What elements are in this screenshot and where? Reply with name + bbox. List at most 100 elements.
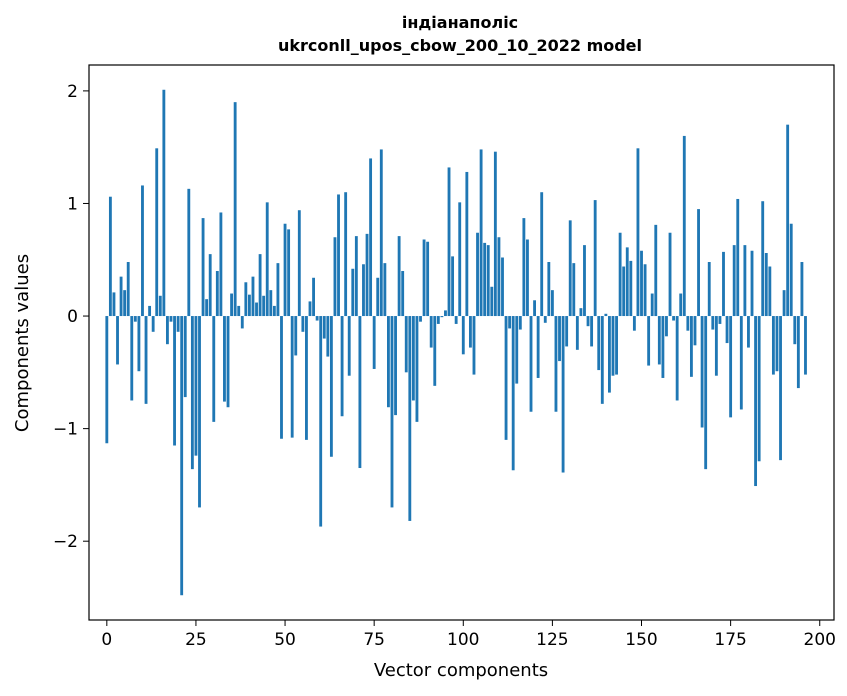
bar-115 — [515, 316, 519, 384]
bar-127 — [558, 316, 561, 362]
bar-31 — [215, 271, 219, 317]
bar-0 — [105, 316, 109, 444]
bar-147 — [629, 260, 633, 317]
bar-173 — [722, 251, 725, 317]
bar-8 — [133, 316, 137, 322]
bar-59 — [315, 316, 319, 321]
bar-97 — [451, 256, 455, 317]
bar-139 — [600, 316, 604, 404]
bar-12 — [148, 305, 152, 317]
bar-152 — [647, 316, 651, 366]
x-tick-label: 175 — [714, 630, 746, 650]
bar-27 — [201, 218, 205, 317]
bar-151 — [643, 264, 647, 317]
bar-79 — [387, 316, 390, 408]
bar-14 — [155, 148, 159, 317]
bar-184 — [761, 201, 765, 317]
bar-157 — [665, 316, 668, 337]
bar-94 — [440, 316, 444, 318]
bar-35 — [230, 293, 234, 317]
x-tick-label: 75 — [363, 630, 385, 650]
bar-54 — [297, 210, 301, 317]
bar-61 — [322, 316, 326, 339]
bar-26 — [198, 316, 201, 508]
bar-73 — [365, 233, 369, 317]
bar-11 — [144, 316, 148, 404]
bar-74 — [369, 158, 373, 317]
bar-30 — [212, 316, 216, 422]
bar-148 — [632, 316, 636, 331]
bar-112 — [504, 316, 508, 440]
bar-28 — [205, 299, 209, 317]
bar-76 — [376, 277, 380, 317]
bar-83 — [401, 271, 405, 317]
y-tick-label: 2 — [67, 82, 78, 102]
bar-23 — [187, 188, 191, 317]
x-axis-label: Vector components — [374, 660, 548, 681]
bar-4 — [119, 276, 123, 317]
bar-67 — [344, 192, 348, 317]
bar-176 — [732, 245, 736, 317]
bar-136 — [590, 316, 594, 347]
bar-88 — [419, 316, 422, 322]
bar-52 — [290, 316, 294, 438]
bar-123 — [543, 316, 547, 323]
bar-185 — [764, 253, 768, 317]
bar-135 — [586, 316, 590, 327]
bar-190 — [782, 290, 786, 317]
bar-5 — [123, 290, 127, 317]
bar-39 — [244, 282, 248, 317]
bar-195 — [800, 262, 804, 317]
bar-113 — [508, 316, 512, 329]
bar-108 — [490, 286, 494, 317]
bar-43 — [258, 254, 262, 317]
x-tick-label: 150 — [625, 630, 657, 650]
bar-155 — [657, 316, 661, 365]
bar-50 — [283, 223, 287, 317]
bar-90 — [426, 241, 430, 317]
bar-80 — [390, 316, 394, 508]
bars-group — [105, 89, 807, 596]
y-axis-label: Components values — [12, 254, 33, 432]
bar-170 — [711, 316, 715, 330]
bar-53 — [294, 316, 298, 356]
bar-10 — [141, 185, 144, 317]
bar-109 — [493, 151, 497, 317]
bar-51 — [287, 229, 291, 317]
y-tick-label: −2 — [53, 532, 78, 552]
bar-29 — [208, 254, 212, 317]
bar-153 — [650, 293, 654, 317]
bar-181 — [750, 250, 754, 317]
bar-3 — [116, 316, 119, 365]
bar-129 — [565, 316, 569, 347]
bar-103 — [472, 316, 476, 375]
bar-87 — [415, 316, 419, 422]
bar-20 — [176, 316, 180, 332]
y-tick-label: −1 — [53, 420, 78, 440]
bar-161 — [679, 293, 683, 317]
bar-168 — [704, 316, 708, 470]
bar-6 — [126, 262, 130, 317]
bar-146 — [625, 247, 629, 317]
bar-47 — [272, 305, 276, 317]
bar-48 — [276, 263, 280, 317]
bar-92 — [433, 316, 437, 386]
bar-126 — [554, 316, 558, 412]
bar-175 — [729, 316, 733, 418]
bar-99 — [458, 202, 462, 317]
bar-158 — [668, 232, 672, 317]
bar-44 — [262, 295, 266, 317]
bar-150 — [640, 250, 643, 317]
bar-116 — [518, 316, 522, 330]
bar-42 — [255, 302, 258, 317]
bar-191 — [786, 124, 790, 317]
bar-196 — [804, 316, 807, 375]
x-tick-label: 100 — [447, 630, 479, 650]
bar-19 — [173, 316, 176, 446]
bar-137 — [593, 200, 597, 317]
bar-34 — [226, 316, 230, 408]
y-axis-ticks: −2 −1 0 1 2 — [53, 82, 89, 552]
bar-132 — [575, 316, 579, 350]
bar-70 — [354, 236, 358, 317]
y-tick-label: 1 — [67, 194, 78, 214]
